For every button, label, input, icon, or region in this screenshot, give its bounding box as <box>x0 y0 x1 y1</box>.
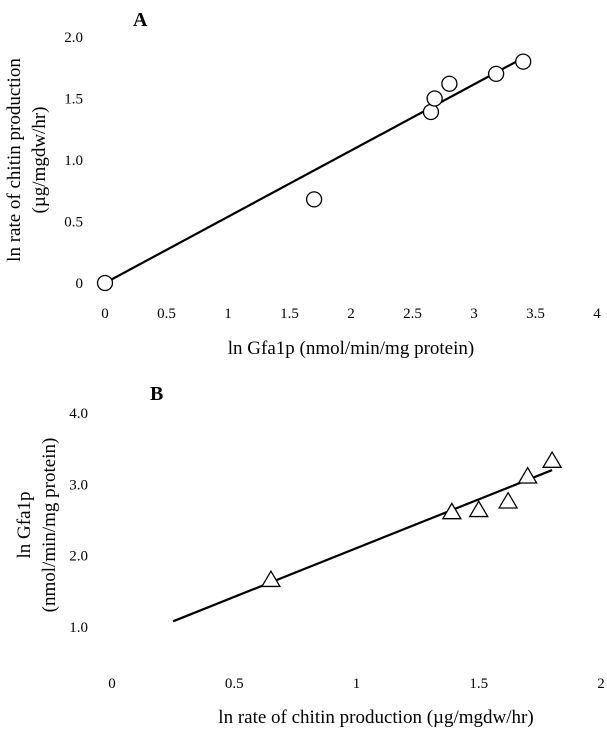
chart-0-x-axis-label: ln Gfa1p (nmol/min/mg protein) <box>228 338 474 359</box>
chart-0-x-tick-label: 2.5 <box>403 306 422 322</box>
chart-0-x-tick-label: 1.5 <box>280 306 299 322</box>
chart-0-data-point <box>441 75 458 92</box>
chart-0-x-tick-label: 3 <box>470 306 478 322</box>
chart-0-x-tick-label: 0 <box>101 306 109 322</box>
chart-1-panel-label: B <box>150 383 163 405</box>
chart-1-y-axis-label: ln Gfa1p <box>14 491 35 558</box>
chart-0-fit-line <box>104 56 524 284</box>
chart-0-y-tick-label: 1.0 <box>64 153 83 169</box>
chart-0-x-tick-label: 0.5 <box>157 306 176 322</box>
chart-1-y-axis-label: (nmol/min/mg protein) <box>39 438 60 613</box>
chart-1-x-tick-label: 0.5 <box>225 676 244 692</box>
chart-1-data-point <box>541 450 563 468</box>
chart-1-data-point <box>260 569 282 588</box>
chart-0-y-axis-label: (µg/mgdw/hr) <box>29 107 50 214</box>
chart-0-data-point <box>426 90 443 107</box>
chart-0-data-point <box>96 274 114 292</box>
chart-1-data-point <box>517 466 538 484</box>
chart-0-x-tick-label: 3.5 <box>526 306 545 322</box>
chart-1-fit-line <box>172 469 553 623</box>
chart-1-y-tick-label: 1.0 <box>69 620 88 636</box>
chart-0-y-tick-label: 0.5 <box>64 215 83 231</box>
chart-1-x-tick-label: 2 <box>597 676 605 692</box>
chart-0-x-tick-label: 2 <box>347 306 355 322</box>
chart-0-data-point <box>515 53 532 70</box>
chart-1-data-point <box>468 499 489 518</box>
chart-0-data-point <box>422 103 440 121</box>
chart-1-y-tick-label: 2.0 <box>69 549 88 565</box>
chart-0-y-axis-label: ln rate of chitin production <box>4 58 25 262</box>
chart-0-x-tick-label: 1 <box>224 306 232 322</box>
chart-1-y-tick-label: 3.0 <box>69 477 88 493</box>
chart-0-y-tick-label: 0 <box>76 276 84 292</box>
chart-1-x-tick-label: 1.5 <box>469 676 488 692</box>
chart-1-data-point <box>441 502 462 520</box>
chart-0-data-point <box>305 191 323 208</box>
chart-0-data-point <box>487 65 505 83</box>
chart-1-x-axis-label: ln rate of chitin production (µg/mgdw/hr… <box>218 707 533 728</box>
chart-0-y-tick-label: 1.5 <box>64 92 83 108</box>
chart-1-y-tick-label: 4.0 <box>69 406 88 422</box>
chart-1-x-tick-label: 0 <box>108 676 116 692</box>
chart-0-x-tick-label: 4 <box>593 306 601 322</box>
chart-1-x-tick-label: 1 <box>353 676 361 692</box>
chart-0-panel-label: A <box>133 9 148 31</box>
chart-0-y-tick-label: 2.0 <box>64 30 83 46</box>
chart-1-data-point <box>497 491 519 509</box>
